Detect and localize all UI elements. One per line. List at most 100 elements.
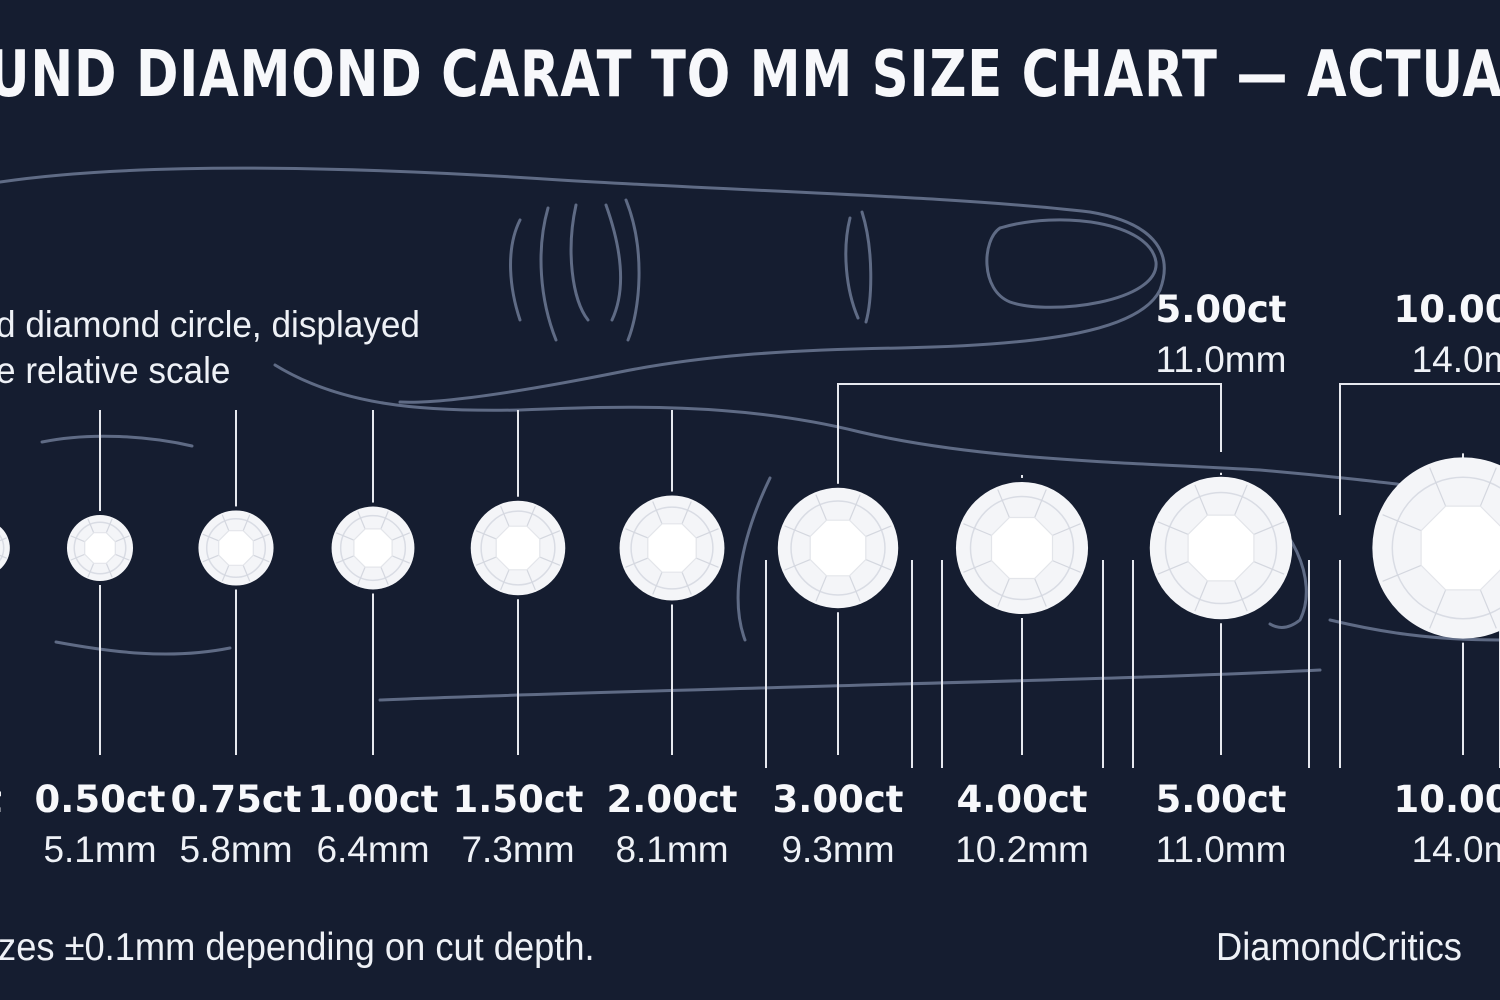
hand-outline-stroke [0, 166, 1166, 404]
hand-outline-stroke [1328, 618, 1500, 642]
diamond-outline [0, 526, 10, 570]
diamond-facet-line [105, 518, 113, 534]
diamond-facet-line [652, 501, 663, 525]
diamond-facet-line [500, 505, 510, 528]
dimension-lines [99, 383, 1500, 768]
diamond-table [990, 516, 1054, 580]
diamond-facet-ring [205, 517, 267, 579]
diamond-facet-ring [1391, 476, 1500, 620]
diamond-facet-line [221, 514, 230, 532]
diamond-facet-line [848, 574, 861, 602]
diamond-0.50ct [66, 514, 134, 582]
diamond-facet-line [963, 559, 993, 573]
diamond-4.00ct [955, 481, 1089, 615]
diamond-facet-ring [339, 514, 407, 582]
footer-note: izes ±0.1mm depending on cut depth. [0, 926, 595, 969]
diamond-facet-line [1382, 564, 1424, 582]
diamond-facet-ring [969, 495, 1075, 601]
diamond-table [809, 519, 867, 577]
hand-outline-stroke [844, 216, 860, 320]
diamond-table [1187, 514, 1255, 582]
diamond-2.00ct [619, 495, 725, 601]
hand-outline-stroke [509, 218, 522, 322]
diamond-1.50ct [470, 500, 566, 596]
callout-mm-label: 14.0m [1412, 339, 1500, 380]
diamond-facet-line [1051, 559, 1081, 573]
diamond-facet-line [784, 525, 812, 538]
hand-outline-stroke [985, 218, 1158, 309]
diamond-facet-line [1157, 560, 1190, 575]
carat-label: 0.50ct [35, 778, 166, 821]
hand-illustration [0, 166, 1500, 702]
diamond-facet-line [202, 533, 220, 542]
diamond-facet-line [1382, 514, 1424, 532]
diamond-facet-line [1252, 560, 1285, 575]
diamond-facet-line [1479, 467, 1497, 509]
callout-carat-label: 5.00ct [1156, 288, 1287, 331]
mm-label: 10.2mm [955, 829, 1089, 870]
diamond-facet-line [864, 525, 892, 538]
diamond-facet-line [252, 554, 270, 563]
diamond-facet-line [391, 532, 410, 541]
hand-outline-stroke [54, 640, 232, 656]
diamond-facet-line [1429, 467, 1447, 509]
diamond-facet-line [87, 518, 95, 534]
carat-label: 1.50ct [453, 778, 584, 821]
diamond-facet-line [380, 566, 389, 585]
mm-label: 5.8mm [179, 829, 292, 870]
carat-label: 0.75ct [171, 778, 302, 821]
callout-carat-label: 10.00c [1394, 288, 1500, 331]
hand-outline-stroke [569, 203, 590, 322]
diamond-facet-line [0, 537, 7, 542]
diamond-facet-line [500, 568, 510, 591]
diamond-facet-line [997, 577, 1011, 607]
diamond-facet-line [357, 511, 366, 530]
callout-bracket-10ct [1339, 383, 1500, 515]
diamond-facet-line [70, 535, 86, 543]
diamond-facet-ring [0, 534, 5, 562]
diamond-facet-line [380, 511, 389, 530]
hand-outline-stroke [860, 210, 873, 324]
carat-label: 5.00ct [1156, 778, 1287, 821]
mm-label: 6.4mm [316, 829, 429, 870]
diamond-facet-line [1033, 489, 1047, 519]
diamond-facet-line [70, 553, 86, 561]
diamond-facet-line [695, 557, 719, 568]
diamond-facet-ring [1164, 491, 1278, 605]
carat-label: ct [0, 778, 2, 821]
diamond-facet-line [0, 554, 7, 559]
diamond-facet-line [391, 555, 410, 564]
diamond-facet-line [526, 568, 536, 591]
chart-subtitle: d diamond circle, displayed e relative s… [0, 304, 420, 391]
mm-label: 9.3mm [781, 829, 894, 870]
diamond-facet-line [336, 555, 355, 564]
diamond-facet-line [526, 505, 536, 528]
diamond-facet-line [625, 528, 649, 539]
carat-label: 10.00c [1394, 778, 1500, 821]
carat-label: 2.00ct [607, 778, 738, 821]
diamond-facet-line [221, 564, 230, 582]
diamond-facet-line [1194, 484, 1209, 517]
diamond-facet-line [1194, 579, 1209, 612]
diamond-facet-line [202, 554, 220, 563]
diamond-table [353, 528, 393, 568]
hand-outline-stroke [604, 203, 623, 322]
diamond-0.75ct [198, 510, 274, 586]
diamond-facet-line [475, 530, 498, 540]
diamond-facet-line [475, 556, 498, 566]
mm-label: 11.0mm [1156, 829, 1287, 870]
diamond-facet-ring [790, 500, 886, 596]
callout-mm-label: 11.0mm [1156, 339, 1287, 380]
carat-label: 1.00ct [308, 778, 439, 821]
diamond-facet-line [1157, 521, 1190, 536]
diamond-facet-line [1233, 579, 1248, 612]
hand-outline-stroke [273, 363, 1432, 490]
hand-outline-stroke [624, 198, 641, 342]
diamond-facet-ring [630, 506, 714, 590]
diamond-facet-line [625, 557, 649, 568]
mm-label: 7.3mm [461, 829, 574, 870]
diamond-5.00ct [1149, 476, 1293, 620]
diamond-facet-line [681, 571, 692, 595]
diamond-facet-line [1252, 521, 1285, 536]
